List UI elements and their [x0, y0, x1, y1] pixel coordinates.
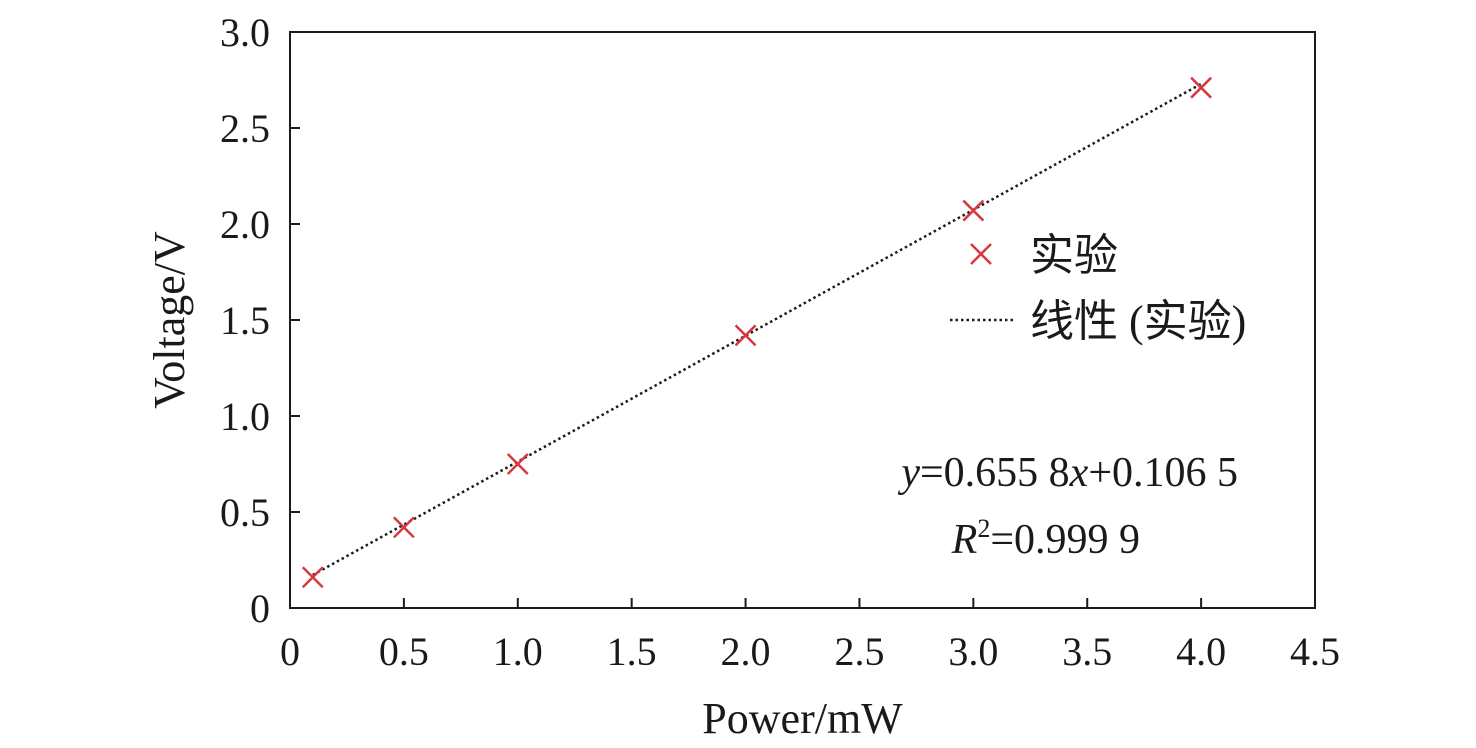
x-tick-label: 2.0 [721, 629, 771, 674]
y-tick-label: 2.0 [220, 202, 270, 247]
x-axis-label: Power/mW [702, 694, 903, 743]
data-point [301, 566, 324, 589]
fit-line [312, 82, 1202, 577]
data-point [393, 516, 415, 539]
y-tick-label: 1.5 [220, 298, 270, 343]
legend: 实验 线性 (实验) [950, 231, 1246, 346]
r2-value: =0.999 9 [990, 517, 1140, 563]
x-tick-label: 3.0 [948, 629, 998, 674]
r2-superscript: 2 [977, 514, 990, 543]
y-axis-label: Voltage/V [145, 231, 194, 409]
x-tick-label: 1.5 [607, 629, 657, 674]
legend-label-experiment: 实验 [1030, 231, 1118, 280]
x-tick-label: 4.0 [1176, 629, 1226, 674]
legend-marker-experiment [970, 243, 992, 265]
x-tick-label: 4.5 [1290, 629, 1340, 674]
data-point [962, 199, 985, 222]
equation-intercept: +0.106 5 [1088, 450, 1238, 496]
x-tick-label: 1.0 [493, 629, 543, 674]
equation-coefficient: =0.655 8 [920, 450, 1070, 496]
r2-letter: R [951, 517, 978, 563]
y-tick-label: 0.5 [220, 490, 270, 535]
legend-label-fit: 线性 (实验) [1030, 297, 1246, 346]
fit-equation: y=0.655 8x+0.106 5 [897, 450, 1238, 496]
legend-x-marker [970, 243, 992, 265]
y-axis-ticks: 0 0.5 1.0 1.5 2.0 2.5 3.0 [220, 10, 300, 631]
x-axis-ticks: 0 0.5 1.0 1.5 2.0 2.5 3.0 3.5 4.0 4.5 [280, 598, 1340, 674]
data-points-layer [301, 76, 1212, 589]
y-tick-label: 3.0 [220, 10, 270, 55]
data-point [734, 324, 757, 347]
x-tick-label: 0.5 [379, 629, 429, 674]
fit-line-layer [312, 82, 1202, 577]
equation-x-var: x [1069, 450, 1089, 496]
y-tick-label: 0 [250, 586, 270, 631]
y-tick-label: 2.5 [220, 106, 270, 151]
data-point [1190, 76, 1212, 99]
x-tick-label: 0 [280, 629, 300, 674]
data-point [506, 453, 529, 475]
r-squared: R2=0.999 9 [951, 514, 1140, 563]
equation-y-var: y [897, 450, 920, 496]
x-tick-label: 3.5 [1062, 629, 1112, 674]
x-tick-label: 2.5 [834, 629, 884, 674]
y-tick-label: 1.0 [220, 394, 270, 439]
